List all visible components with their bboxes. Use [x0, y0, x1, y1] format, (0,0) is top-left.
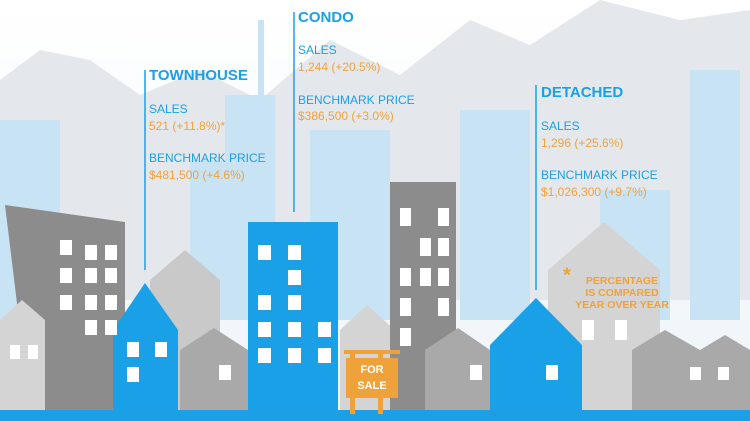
- section-title: CONDO: [298, 9, 354, 26]
- label: SALES: [149, 102, 188, 116]
- windows: [10, 208, 729, 382]
- value: 1,296 (+25.6%): [541, 136, 623, 150]
- label: BENCHMARK PRICE: [541, 168, 658, 182]
- skyline: [0, 20, 740, 320]
- label: BENCHMARK PRICE: [149, 151, 266, 165]
- value: $481,500 (+4.6%): [149, 168, 245, 182]
- sign-text: FOR: [360, 364, 383, 376]
- value: 1,244 (+20.5%): [298, 60, 380, 74]
- label: SALES: [298, 43, 337, 57]
- section-title: DETACHED: [541, 84, 623, 101]
- value: $1,026,300 (+9.7%): [541, 185, 647, 199]
- callout-lines: [144, 12, 537, 290]
- note-line: PERCENTAGE: [586, 275, 658, 287]
- note-line: IS COMPARED: [585, 287, 659, 299]
- value: $386,500 (+3.0%): [298, 109, 394, 123]
- label: SALES: [541, 119, 580, 133]
- note-mark: *: [563, 264, 571, 286]
- value: 521 (+11.8%)*: [149, 119, 225, 133]
- sign-text: SALE: [357, 380, 386, 392]
- note-line: YEAR OVER YEAR: [575, 299, 669, 311]
- label: BENCHMARK PRICE: [298, 93, 415, 107]
- section-title: TOWNHOUSE: [149, 67, 248, 84]
- for-sale-sign: FOR SALE: [344, 350, 400, 414]
